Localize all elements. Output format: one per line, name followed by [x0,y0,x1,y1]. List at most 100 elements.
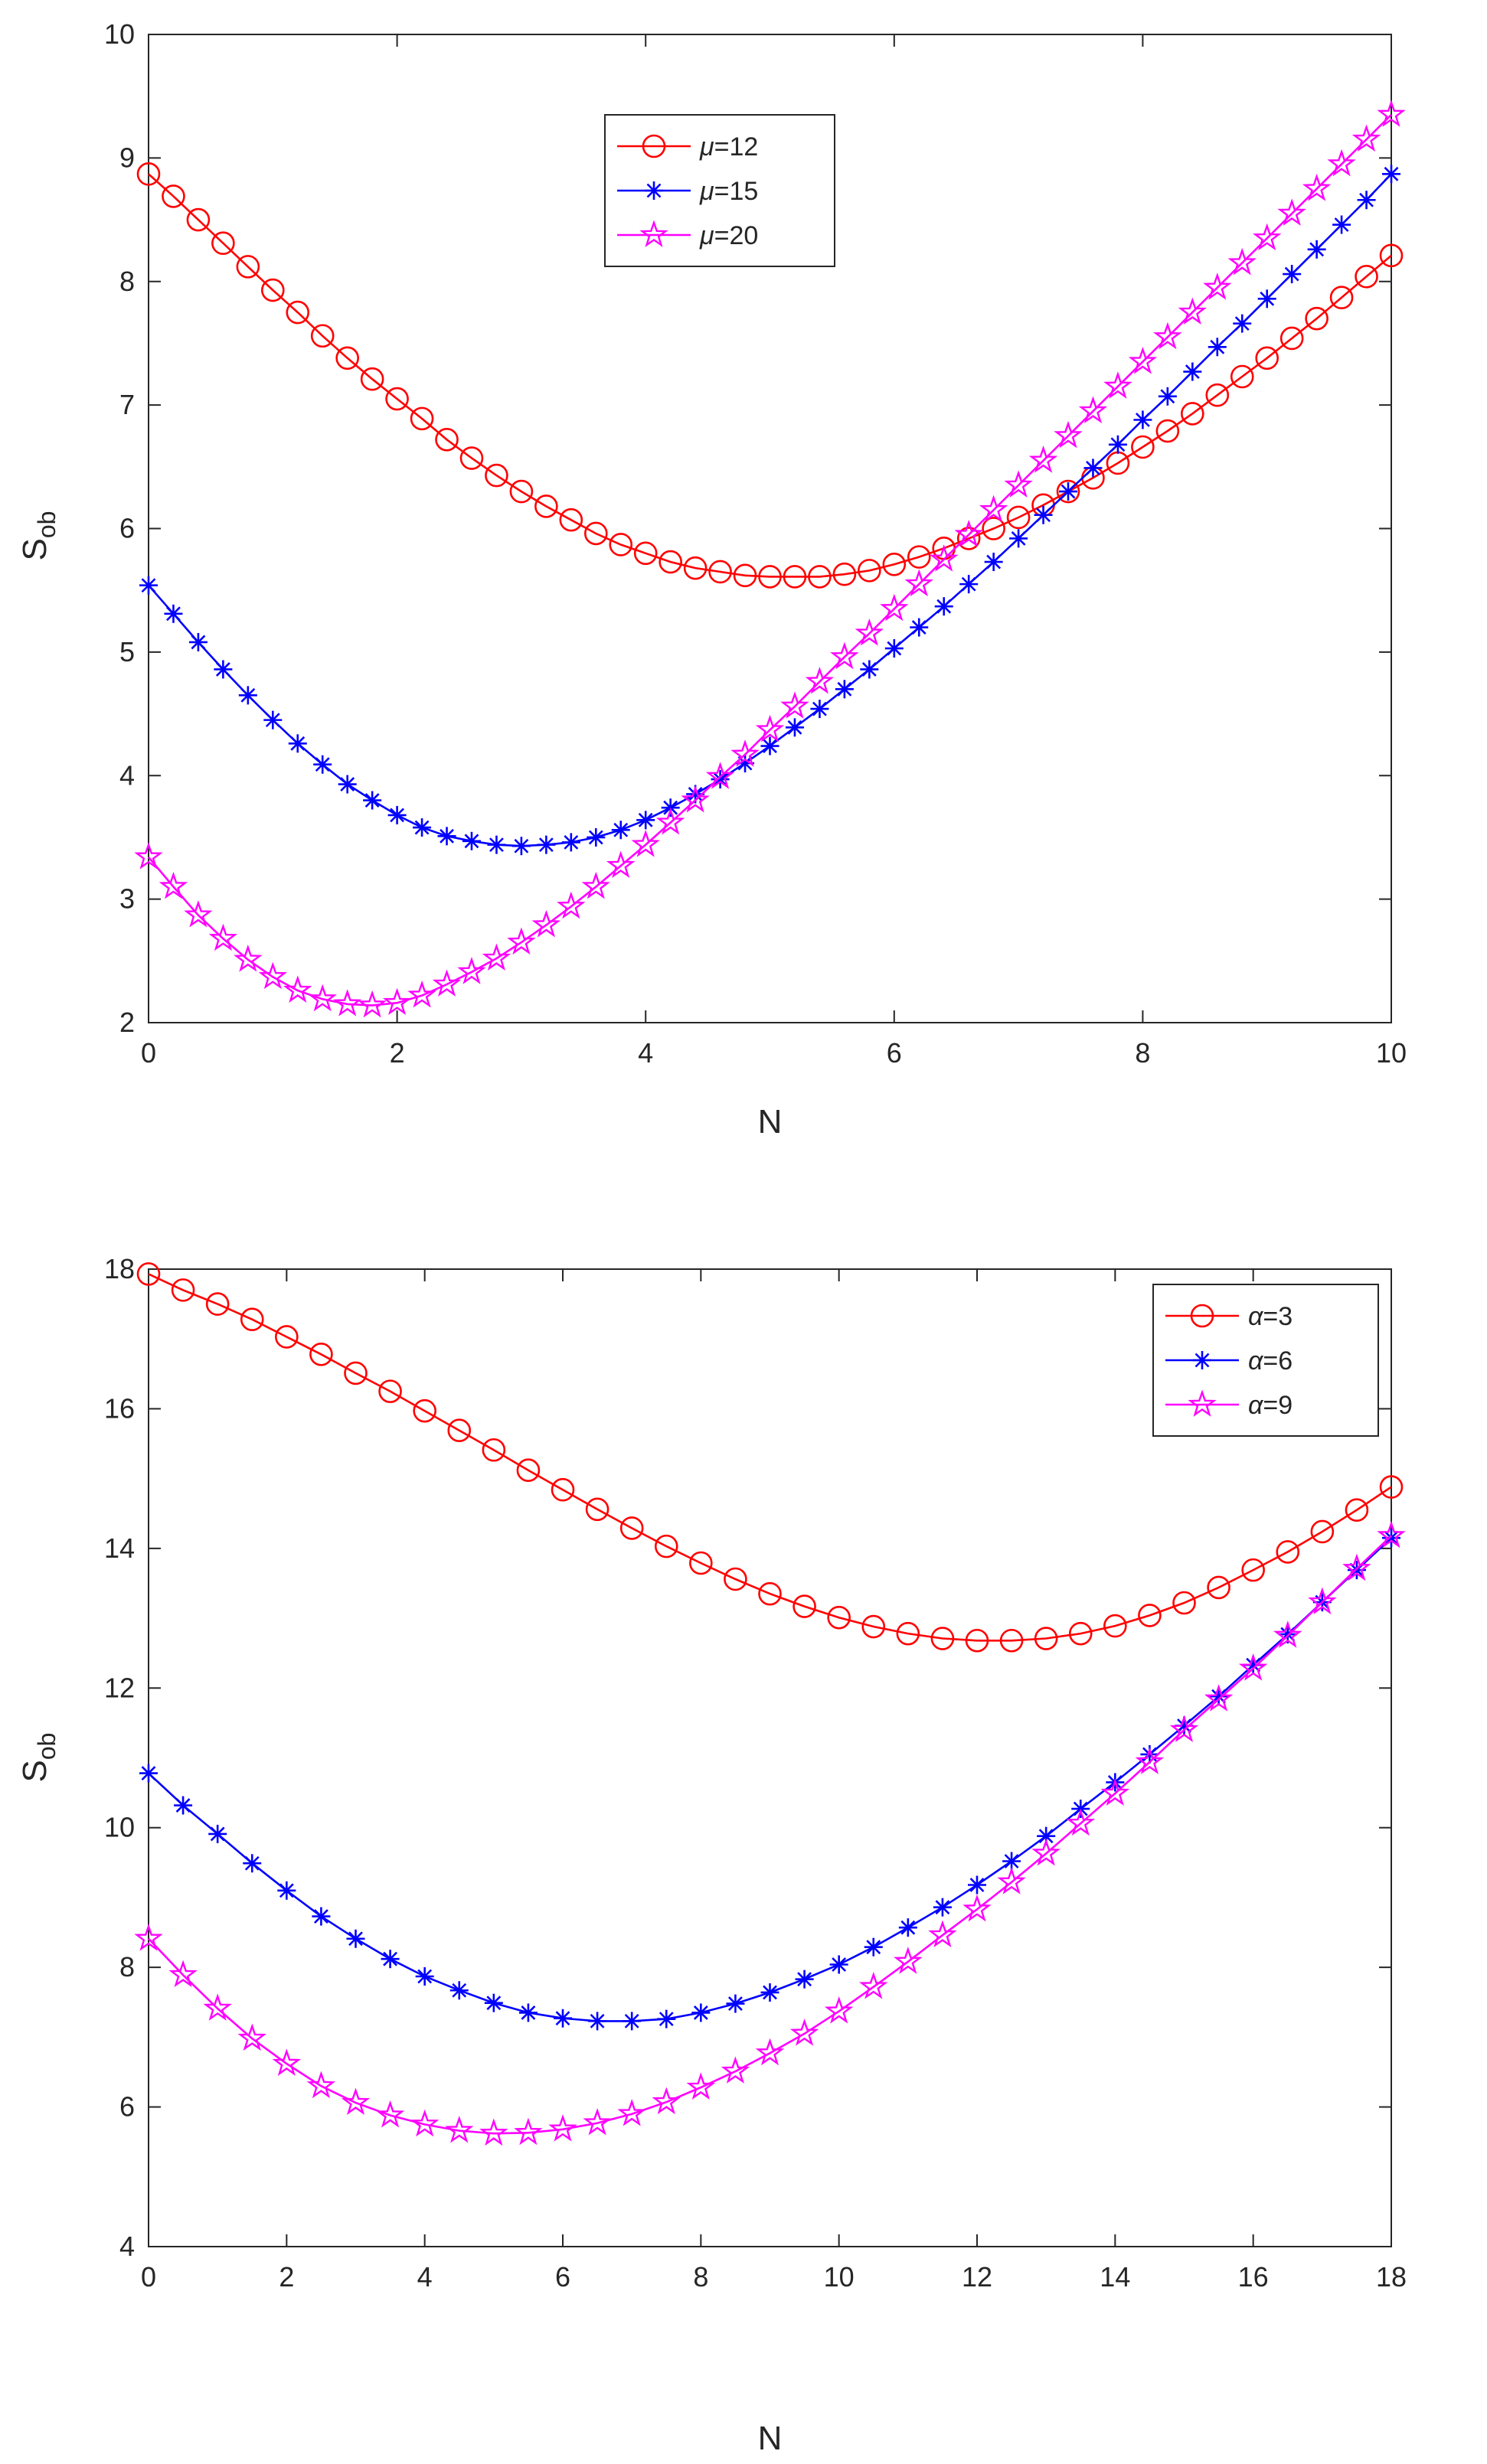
data-point [962,1894,992,1922]
data-point [136,162,161,186]
data-point [681,785,710,813]
data-point [1034,505,1053,524]
series-1 [136,162,1404,589]
data-point [275,1325,299,1349]
data-point [435,428,459,452]
x-tick-label: 6 [555,2261,570,2293]
data-point [780,691,809,719]
legend-entry: μ=15 [699,177,758,206]
data-point [260,278,285,302]
y-tick-label: 14 [104,1532,135,1564]
data-point [134,1924,163,1951]
data-point [611,821,630,840]
data-point [1238,1653,1268,1681]
data-point [1103,371,1132,399]
x-tick-label: 10 [824,2261,855,2293]
data-point [1183,362,1202,381]
series-line [148,1535,1392,2135]
y-tick-label: 5 [119,636,135,667]
data-point [234,945,263,972]
data-point [310,324,335,348]
x-tick-label: 14 [1100,2261,1130,2293]
data-point [858,559,881,583]
data-point [375,2100,405,2128]
x-tick-label: 4 [417,2261,433,2293]
data-point [341,2087,371,2115]
series-1 [136,1262,1404,1653]
data-point [1230,364,1254,389]
data-point [657,2009,676,2028]
data-point [240,1307,264,1331]
y-tick-label: 8 [119,266,135,297]
data-point [691,2003,711,2022]
series-3 [134,100,1406,1018]
y-tick-label: 6 [119,2091,135,2123]
data-point [1310,1519,1335,1544]
data-point [413,818,432,837]
data-point [378,1379,402,1403]
data-point [507,927,536,955]
data-point [1208,338,1227,357]
data-point [1135,1747,1165,1774]
y-axis-label: Sob [16,511,60,561]
data-point [205,1292,230,1316]
data-point [312,1907,331,1926]
x-tick-label: 8 [693,2261,708,2293]
data-point [633,541,658,566]
data-point [894,1947,923,1974]
series-2 [139,165,1400,856]
data-point [559,507,583,532]
data-point [617,2099,646,2126]
data-point [1342,1553,1371,1581]
series-3 [134,1520,1406,2146]
data-point [214,660,233,679]
data-point [982,517,1005,540]
data-point [758,1581,782,1606]
data-point [236,255,260,279]
data-point [583,521,608,546]
data-point [1056,479,1080,504]
data-point [686,2072,716,2100]
data-point [1100,1778,1130,1806]
data-point [1382,165,1400,184]
data-point [1031,1838,1061,1866]
data-point [509,479,534,504]
data-point [1054,420,1083,449]
legend-marker [1193,1351,1211,1369]
data-point [1332,215,1351,234]
data-point [655,807,685,835]
data-point [413,1398,436,1423]
data-point [1108,435,1127,454]
legend-marker [1188,1389,1217,1417]
data-point [795,1970,814,1989]
data-point [1169,1715,1199,1742]
data-point [1155,419,1180,443]
data-point [335,346,359,370]
data-point [518,2003,538,2022]
data-point [984,553,1003,572]
x-axis-label: N [758,1103,783,1141]
x-tick-label: 4 [638,1037,653,1069]
data-point [1083,459,1103,478]
data-point [462,831,481,850]
y-tick-label: 18 [104,1253,135,1284]
data-point [1004,470,1033,498]
data-point [188,632,208,651]
data-point [164,604,183,623]
x-tick-label: 2 [390,1037,405,1069]
data-point [344,1361,368,1385]
data-point [548,2114,577,2142]
data-point [896,1621,920,1646]
data-point [968,1875,986,1895]
data-point [898,1918,917,1937]
data-point [1034,1627,1058,1650]
data-point [415,1967,434,1986]
data-point [623,2012,642,2031]
data-point [263,710,283,729]
data-point [1181,402,1204,426]
data-point [1277,198,1306,226]
data-point [308,984,337,1012]
data-point [1253,223,1282,251]
